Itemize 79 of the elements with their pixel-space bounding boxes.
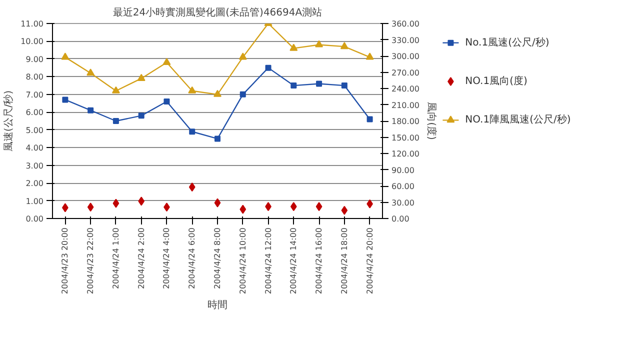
- y-tick-label: 2.00: [26, 179, 44, 188]
- point: [290, 44, 298, 51]
- y2-tick-label: 0.00: [392, 214, 410, 224]
- point: [316, 202, 322, 212]
- y2-tick-label: 330.00: [392, 36, 420, 45]
- point: [290, 82, 297, 89]
- y2-tick-label: 90.00: [392, 166, 414, 175]
- point: [88, 107, 94, 114]
- point: [61, 52, 70, 60]
- point: [188, 86, 196, 94]
- legend-label: NO.1風向(度): [465, 75, 528, 87]
- y-tick-label: 1.00: [26, 196, 44, 206]
- point: [240, 91, 246, 98]
- point: [87, 202, 94, 212]
- y2-tick-label: 240.00: [392, 84, 420, 94]
- point: [315, 40, 324, 48]
- y-tick-label: 0.00: [26, 214, 44, 224]
- y-tick-label: 10.00: [20, 37, 44, 46]
- y2-tick-label: 30.00: [392, 198, 414, 208]
- point: [138, 196, 145, 206]
- y-tick-label: 5.00: [26, 126, 44, 135]
- point: [341, 82, 348, 89]
- y2-tick-label: 270.00: [392, 68, 420, 78]
- x-tick-label: 2004/4/24 18:00: [340, 227, 349, 294]
- point: [340, 42, 348, 50]
- y2-tick-label: 120.00: [392, 150, 420, 158]
- y2-tick-label: 210.00: [392, 100, 420, 110]
- point: [240, 204, 246, 214]
- y-tick-label: 4.00: [26, 144, 44, 153]
- point: [188, 182, 196, 192]
- point: [366, 52, 374, 60]
- point: [214, 90, 222, 97]
- x-tick-label: 2004/4/24 20:00: [365, 227, 374, 294]
- y-tick-label: 8.00: [26, 72, 44, 82]
- point: [238, 52, 247, 60]
- point: [62, 96, 68, 103]
- y-axis-title: 風速(公尺/秒): [2, 90, 15, 152]
- y2-tick-label: 360.00: [392, 20, 420, 28]
- point: [86, 68, 95, 76]
- x-tick-label: 2004/4/24 12:00: [264, 227, 273, 294]
- x-tick-label: 2004/4/24 8:00: [213, 227, 222, 290]
- y-tick-label: 11.00: [20, 20, 44, 28]
- point: [290, 202, 297, 212]
- y2-tick-label: 180.00: [392, 117, 420, 126]
- x-tick-label: 2004/4/24 4:00: [162, 227, 172, 290]
- legend-label: No.1風速(公尺/秒): [465, 36, 550, 48]
- chart-title: 最近24小時實測風變化圖(未品管)46694A測站: [112, 6, 322, 18]
- x-tick-label: 2004/4/24 16:00: [314, 227, 324, 294]
- x-tick-label: 2004/4/24 1:00: [111, 227, 120, 290]
- point: [112, 118, 119, 124]
- point: [265, 64, 272, 71]
- x-tick-label: 2004/4/23 20:00: [60, 227, 70, 294]
- point: [341, 206, 348, 215]
- y2-tick-label: 300.00: [392, 52, 420, 61]
- y2-tick-label: 60.00: [392, 182, 414, 191]
- point: [316, 80, 322, 87]
- y-tick-label: 7.00: [26, 90, 44, 100]
- point: [164, 98, 170, 104]
- point: [189, 128, 196, 135]
- x-tick-label: 2004/4/23 22:00: [86, 227, 96, 294]
- y-tick-label: 3.00: [26, 161, 44, 170]
- point: [138, 112, 144, 119]
- point: [112, 86, 120, 94]
- point: [162, 58, 171, 66]
- legend-label: NO.1陣風風速(公尺/秒): [465, 114, 571, 126]
- y-tick-label: 9.00: [26, 54, 44, 64]
- y2-tick-label: 150.00: [392, 133, 420, 142]
- y-tick-label: 6.00: [26, 108, 44, 118]
- x-tick-label: 2004/4/24 14:00: [289, 227, 298, 294]
- x-tick-label: 2004/4/24 2:00: [136, 227, 146, 290]
- point: [112, 198, 120, 208]
- point: [214, 198, 221, 208]
- point: [137, 74, 146, 81]
- x-tick-label: 2004/4/24 6:00: [188, 227, 197, 290]
- point: [214, 136, 220, 142]
- y2-axis-title: 風向(度): [425, 102, 438, 140]
- x-axis-title: 時間: [208, 299, 228, 312]
- point: [366, 116, 373, 122]
- x-tick-label: 2004/4/24 10:00: [238, 227, 248, 294]
